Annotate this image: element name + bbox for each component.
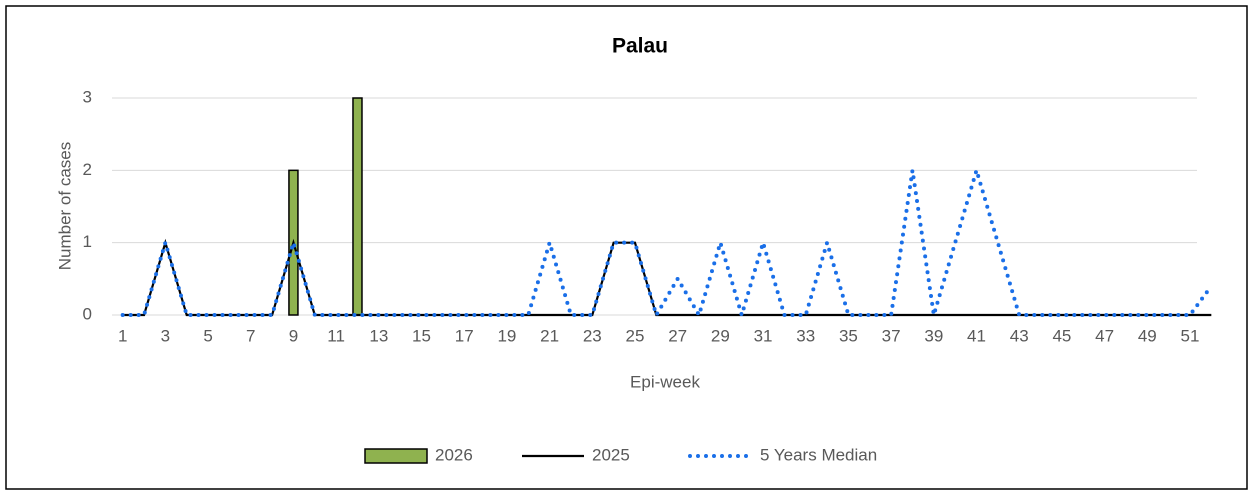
x-tick-label: 37 xyxy=(882,326,901,345)
x-tick-label: 17 xyxy=(455,326,474,345)
chart-border xyxy=(5,5,1248,490)
x-tick-label: 49 xyxy=(1138,326,1157,345)
y-axis-label: Number of cases xyxy=(55,142,74,271)
legend-label: 2025 xyxy=(592,445,630,464)
chart-title: Palau xyxy=(612,35,668,58)
y-tick-label: 3 xyxy=(83,87,92,106)
x-tick-label: 31 xyxy=(754,326,773,345)
x-tick-label: 3 xyxy=(161,326,170,345)
y-tick-label: 1 xyxy=(83,232,92,251)
x-tick-label: 5 xyxy=(203,326,212,345)
line xyxy=(122,238,1212,317)
x-tick-label: 1 xyxy=(118,326,127,345)
legend-label: 5 Years Median xyxy=(760,445,877,464)
x-tick-label: 41 xyxy=(967,326,986,345)
x-tick-label: 51 xyxy=(1181,326,1200,345)
bar xyxy=(352,97,363,316)
x-tick-label: 43 xyxy=(1010,326,1029,345)
x-tick-label: 21 xyxy=(540,326,559,345)
x-tick-label: 19 xyxy=(497,326,516,345)
x-tick-label: 13 xyxy=(369,326,388,345)
y-tick-label: 0 xyxy=(83,304,92,323)
x-tick-label: 47 xyxy=(1095,326,1114,345)
x-tick-label: 11 xyxy=(327,326,345,345)
x-tick-label: 39 xyxy=(924,326,943,345)
x-tick-label: 25 xyxy=(626,326,645,345)
x-tick-label: 15 xyxy=(412,326,431,345)
legend-label: 2026 xyxy=(435,445,473,464)
x-axis-label: Epi-week xyxy=(630,372,700,391)
x-tick-label: 9 xyxy=(289,326,298,345)
x-tick-label: 23 xyxy=(583,326,602,345)
x-tick-label: 27 xyxy=(668,326,687,345)
x-tick-label: 35 xyxy=(839,326,858,345)
y-tick-label: 2 xyxy=(83,160,92,179)
x-tick-label: 7 xyxy=(246,326,255,345)
x-tick-label: 29 xyxy=(711,326,730,345)
legend-swatch xyxy=(364,448,428,464)
x-tick-label: 45 xyxy=(1052,326,1071,345)
x-tick-label: 33 xyxy=(796,326,815,345)
